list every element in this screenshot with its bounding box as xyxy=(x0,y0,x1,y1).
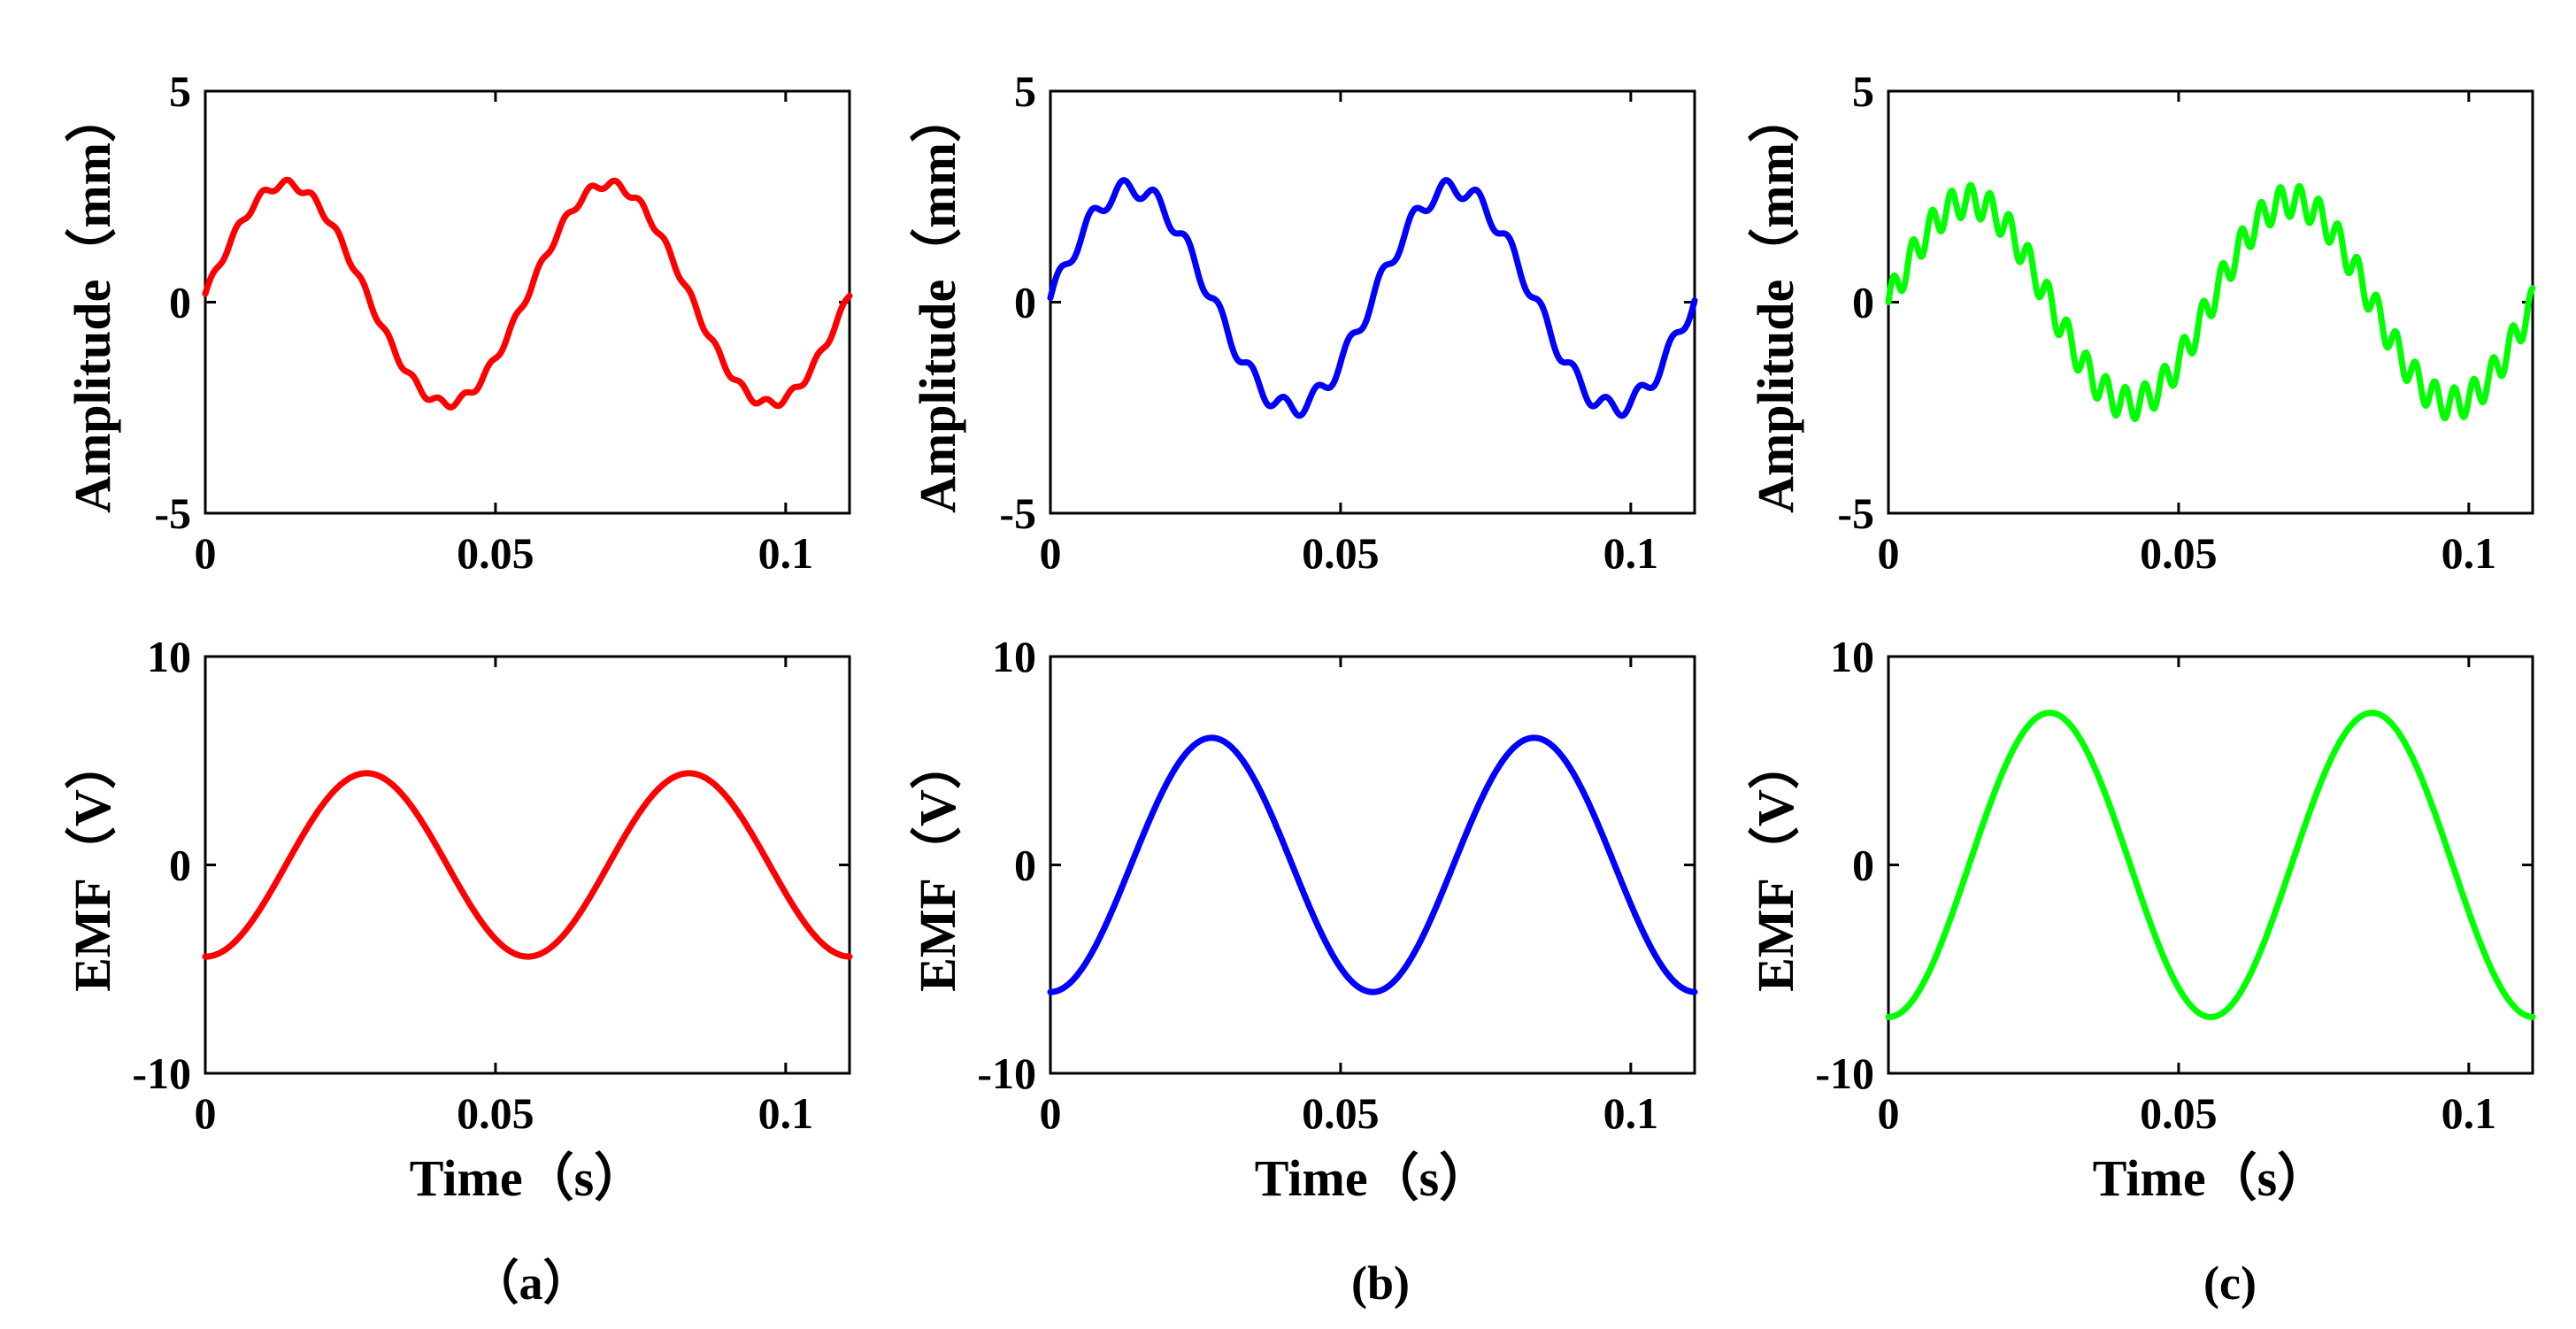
x-tick-label: 0.05 xyxy=(1302,1088,1380,1138)
panel-label-c: (c) xyxy=(2203,1256,2257,1310)
series-line-displacement xyxy=(202,176,853,411)
y-tick-label: 5 xyxy=(1852,66,1874,116)
x-axis-label: Time（s） xyxy=(2093,1149,2328,1207)
y-tick-label: 0 xyxy=(1852,278,1874,327)
y-tick-label: -5 xyxy=(1837,488,1874,538)
x-tick-label: 0.05 xyxy=(1302,528,1380,578)
panel-label-a: （a） xyxy=(472,1256,591,1310)
y-tick-label: -10 xyxy=(977,1049,1036,1098)
x-tick-label: 0 xyxy=(1878,1088,1900,1138)
y-axis-label: EMF（V） xyxy=(909,738,966,992)
panel-label-b: (b) xyxy=(1351,1256,1410,1310)
x-tick-label: 0.1 xyxy=(758,528,814,578)
y-tick-label: -10 xyxy=(1815,1049,1874,1098)
x-axis-label: Time（s） xyxy=(1255,1149,1490,1207)
y-tick-label: 0 xyxy=(1014,278,1036,327)
x-tick-label: 0.1 xyxy=(2441,528,2497,578)
x-tick-label: 0 xyxy=(1040,528,1062,578)
y-tick-label: 0 xyxy=(1014,841,1036,890)
y-tick-label: 0 xyxy=(1852,841,1874,890)
series-line-displacement xyxy=(1047,177,1698,419)
x-tick-label: 0 xyxy=(195,1088,217,1138)
y-tick-label: -5 xyxy=(999,488,1036,538)
x-tick-label: 0.05 xyxy=(457,1088,534,1138)
series-line-emf xyxy=(202,770,853,960)
series-line-emf xyxy=(1047,734,1698,995)
y-tick-label: 10 xyxy=(1830,632,1874,681)
y-axis-label: Amplitude（mm） xyxy=(909,91,966,513)
x-tick-label: 0.05 xyxy=(2140,1088,2218,1138)
plot-frame xyxy=(204,655,851,1075)
x-tick-label: 0.1 xyxy=(1603,528,1659,578)
y-tick-label: 5 xyxy=(169,66,191,116)
y-axis-label: Amplitude（mm） xyxy=(1747,91,1804,513)
x-tick-label: 0 xyxy=(1878,528,1900,578)
y-tick-label: -5 xyxy=(154,488,191,538)
y-tick-label: 10 xyxy=(147,632,191,681)
y-axis-label: EMF（V） xyxy=(64,738,121,992)
x-tick-label: 0.1 xyxy=(1603,1088,1659,1138)
y-tick-label: 10 xyxy=(992,632,1036,681)
x-tick-label: 0 xyxy=(195,528,217,578)
y-tick-label: 0 xyxy=(169,278,191,327)
y-tick-label: 5 xyxy=(1014,66,1036,116)
x-axis-label: Time（s） xyxy=(410,1149,645,1207)
series-line-displacement xyxy=(1885,181,2536,423)
plot-frame xyxy=(1049,655,1696,1075)
y-axis-label: EMF（V） xyxy=(1747,738,1804,992)
y-tick-label: -10 xyxy=(132,1049,191,1098)
x-tick-label: 0.1 xyxy=(758,1088,814,1138)
y-axis-label: Amplitude（mm） xyxy=(64,91,121,513)
plot-frame xyxy=(1887,89,2534,515)
y-tick-label: 0 xyxy=(169,841,191,890)
x-tick-label: 0 xyxy=(1040,1088,1062,1138)
x-tick-label: 0.05 xyxy=(2140,528,2218,578)
x-tick-label: 0.05 xyxy=(457,528,534,578)
x-tick-label: 0.1 xyxy=(2441,1088,2497,1138)
plot-frame xyxy=(1887,655,2534,1075)
series-line-emf xyxy=(1885,710,2536,1020)
